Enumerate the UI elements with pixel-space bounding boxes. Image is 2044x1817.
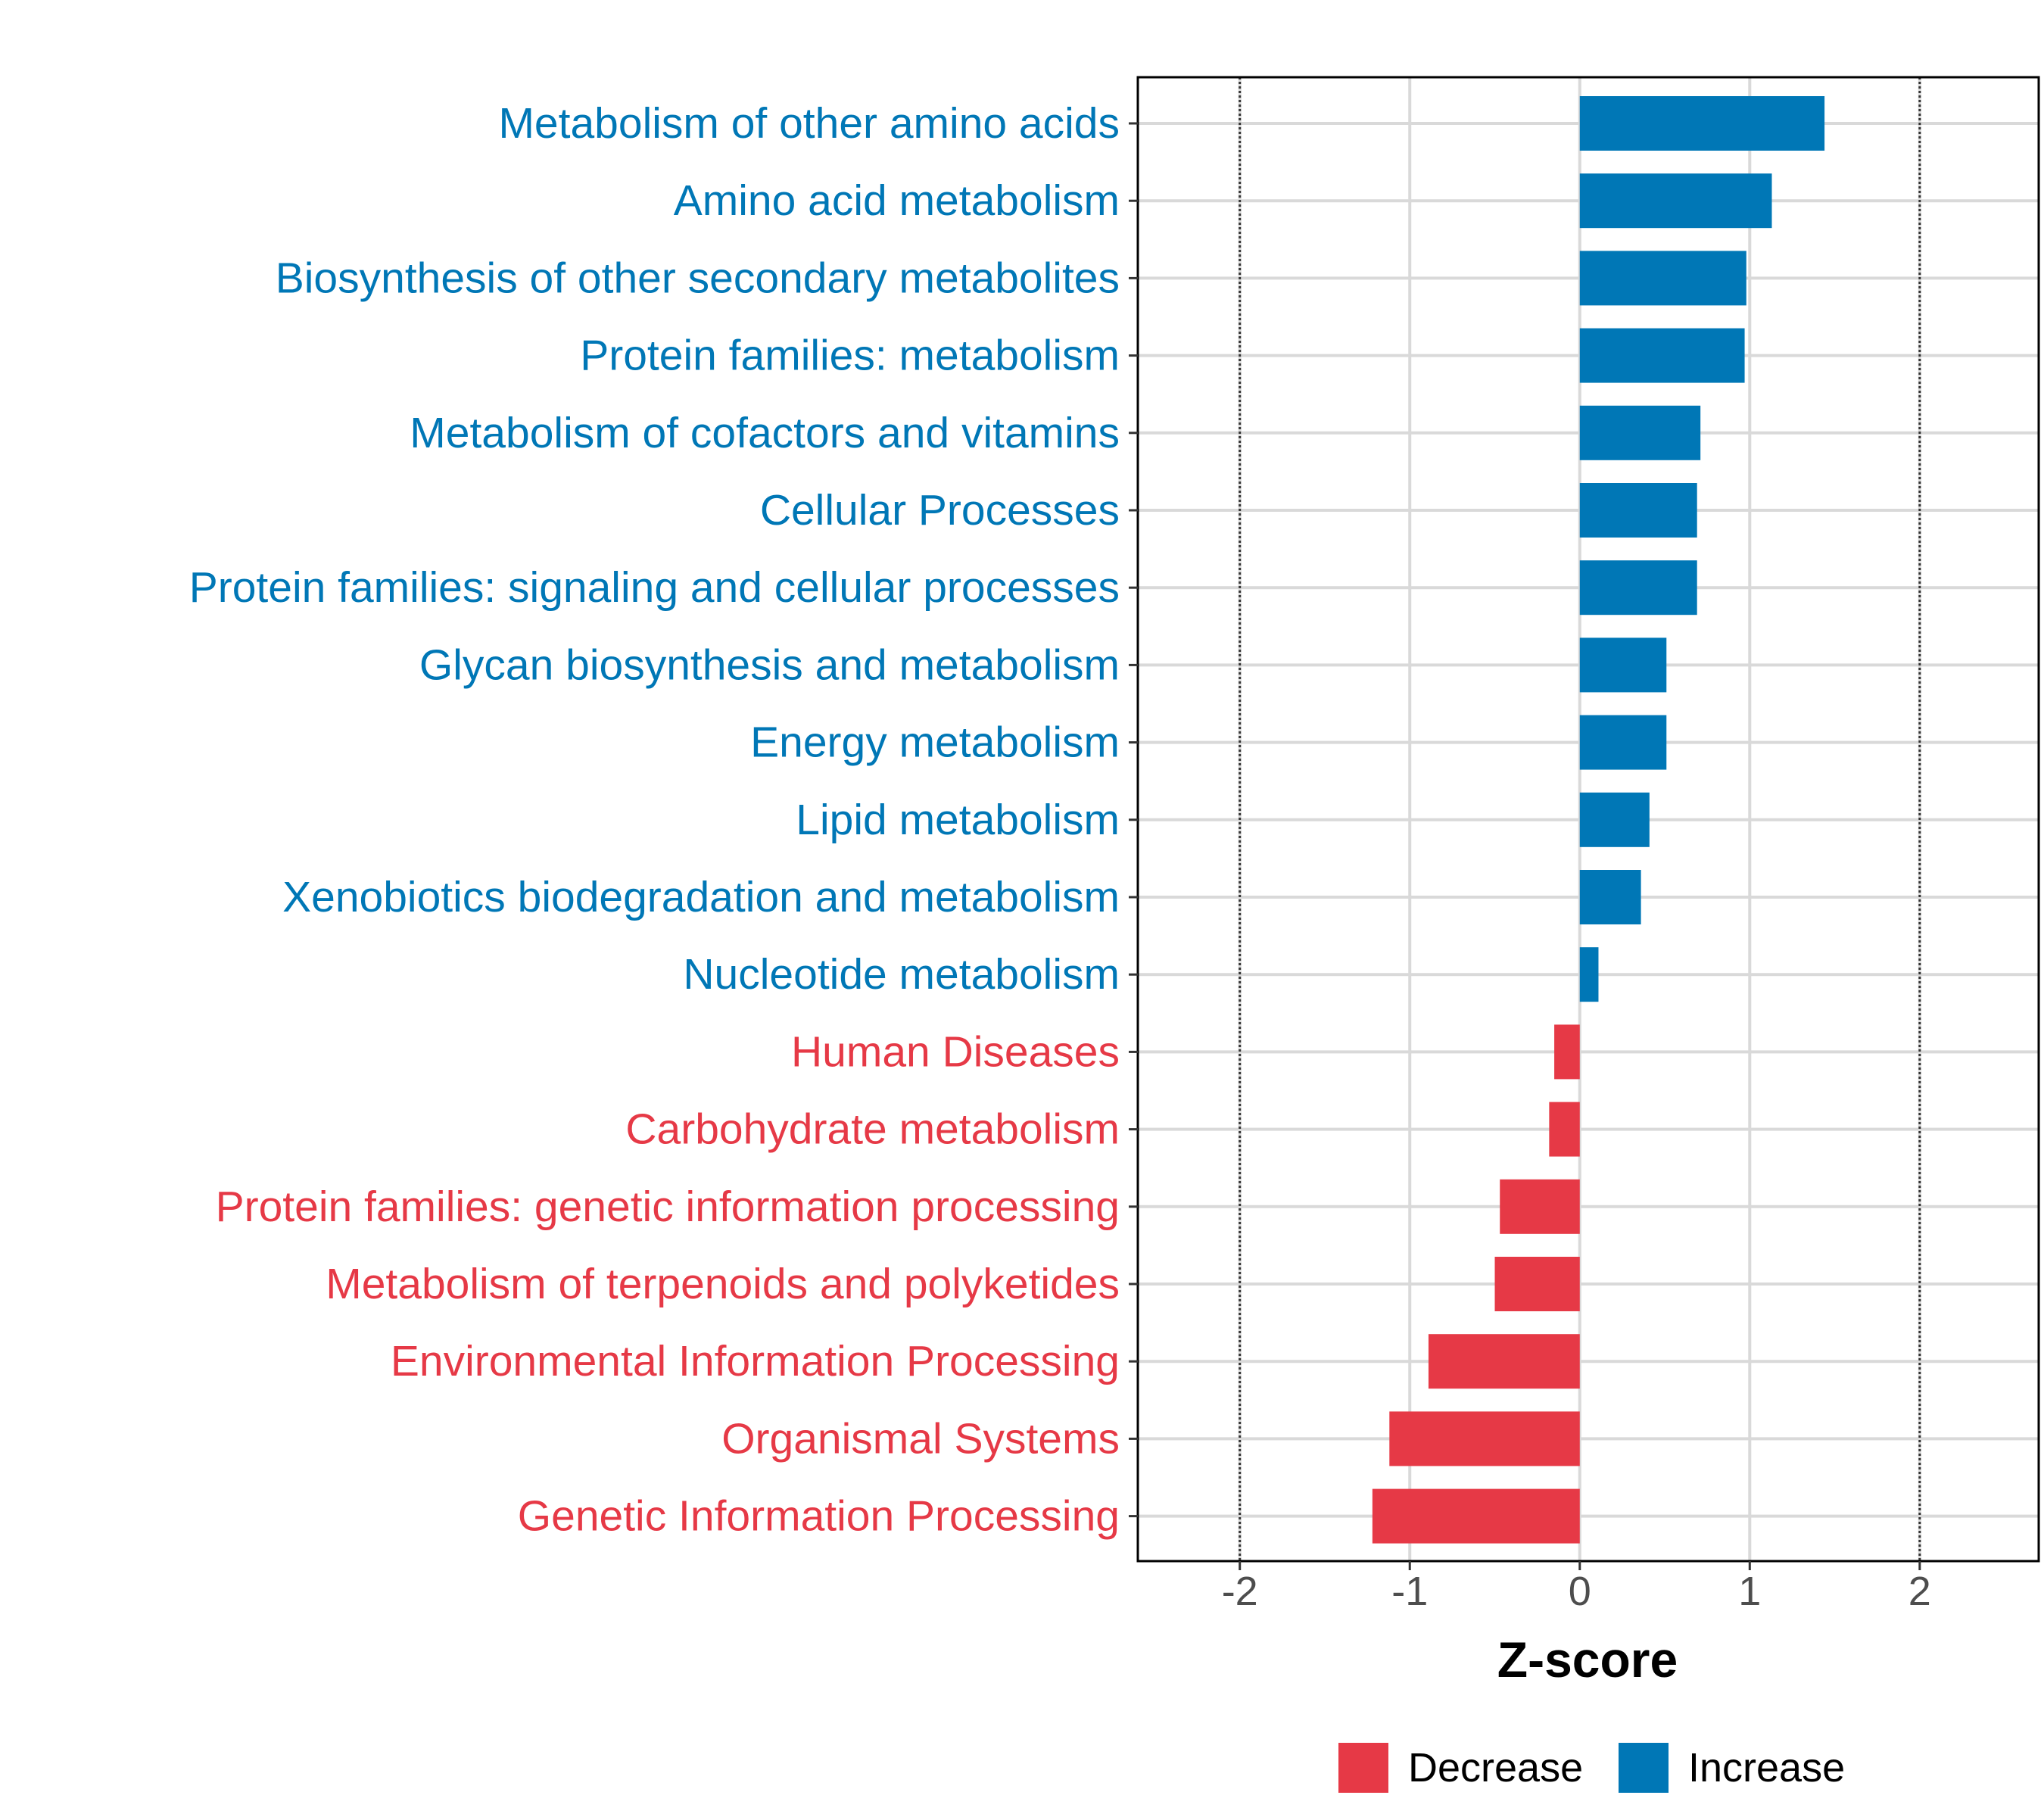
category-label: Organismal Systems — [721, 1414, 1120, 1463]
category-label: Protein families: signaling and cellular… — [189, 563, 1120, 612]
bar — [1579, 328, 1745, 383]
legend-swatch — [1338, 1743, 1388, 1793]
category-label: Protein families: metabolism — [580, 332, 1120, 380]
category-label: Amino acid metabolism — [674, 176, 1120, 225]
x-axis: -2 -1 0 1 2 — [1222, 1561, 1931, 1614]
bar — [1549, 1102, 1580, 1157]
x-axis-title: Z-score — [1497, 1632, 1678, 1688]
bar — [1554, 1024, 1580, 1080]
category-label: Cellular Processes — [760, 486, 1120, 535]
x-tick-label: 1 — [1738, 1569, 1761, 1614]
category-label: Protein families: genetic information pr… — [216, 1183, 1120, 1231]
reference-lines — [1239, 77, 1921, 1561]
bars — [1372, 96, 1825, 1544]
bar — [1579, 637, 1667, 693]
category-label: Metabolism of cofactors and vitamins — [410, 409, 1120, 457]
category-label: Human Diseases — [791, 1027, 1120, 1076]
category-label: Glycan biosynthesis and metabolism — [419, 640, 1120, 689]
x-tick-label: -2 — [1222, 1569, 1258, 1614]
bar — [1579, 483, 1697, 538]
bar — [1494, 1257, 1580, 1311]
bar — [1579, 870, 1641, 924]
x-tick-label: 0 — [1569, 1569, 1591, 1614]
category-label: Metabolism of terpenoids and polyketides — [326, 1260, 1120, 1308]
bar — [1579, 405, 1701, 460]
category-label: Energy metabolism — [750, 718, 1120, 767]
bar — [1579, 560, 1697, 616]
category-label: Metabolism of other amino acids — [498, 99, 1120, 148]
bar — [1389, 1411, 1580, 1466]
category-label: Environmental Information Processing — [391, 1337, 1120, 1385]
category-label: Lipid metabolism — [796, 796, 1120, 844]
category-label: Carbohydrate metabolism — [625, 1105, 1120, 1154]
bar — [1579, 947, 1599, 1002]
legend-label: Decrease — [1408, 1745, 1583, 1791]
category-label: Biosynthesis of other secondary metaboli… — [276, 254, 1120, 302]
bar — [1372, 1488, 1580, 1544]
bar — [1579, 792, 1650, 847]
bar — [1579, 715, 1667, 770]
legend: Decrease Increase — [1338, 1743, 1845, 1793]
bar — [1579, 96, 1825, 151]
x-tick-label: -1 — [1391, 1569, 1428, 1614]
category-label: Genetic Information Processing — [518, 1492, 1120, 1541]
legend-label: Increase — [1688, 1745, 1845, 1791]
bar — [1500, 1179, 1580, 1234]
bar — [1579, 251, 1746, 306]
x-tick-label: 2 — [1908, 1569, 1931, 1614]
bar — [1428, 1334, 1580, 1389]
category-label: Nucleotide metabolism — [683, 950, 1120, 999]
bar — [1579, 173, 1772, 229]
legend-swatch — [1619, 1743, 1669, 1793]
category-label: Xenobiotics biodegradation and metabolis… — [282, 873, 1120, 921]
y-axis: Metabolism of other amino acids Amino aci… — [189, 99, 1138, 1541]
